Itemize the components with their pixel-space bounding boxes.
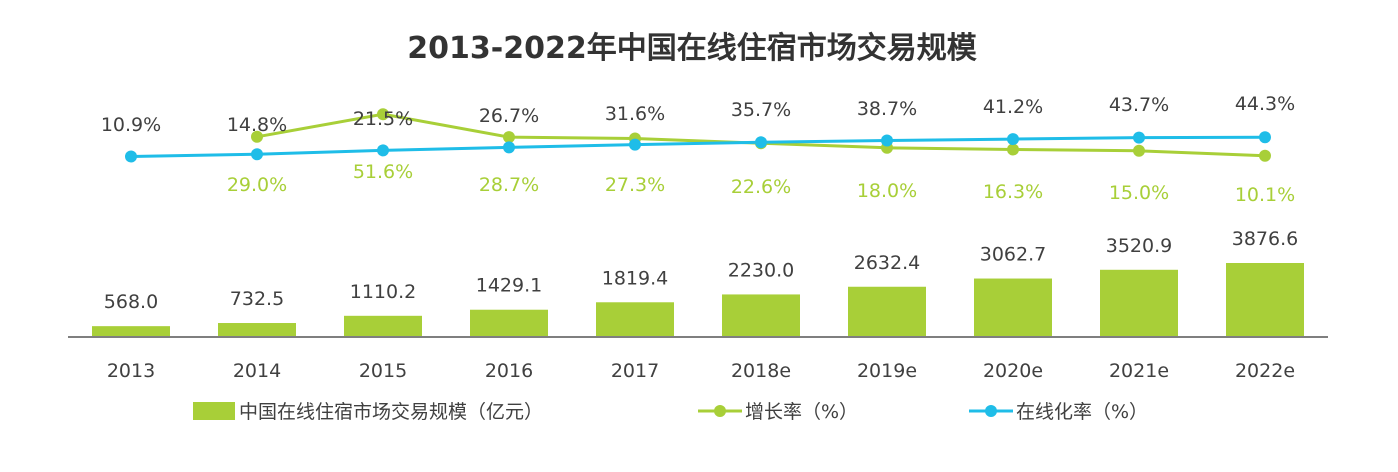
online-rate-point: [1133, 131, 1145, 144]
online-rate-label: 38.7%: [857, 98, 917, 120]
bar-value-label: 2632.4: [854, 252, 920, 274]
growth-rate-point: [1007, 143, 1019, 156]
online-rate-label: 21.5%: [353, 108, 413, 130]
bars-layer: [92, 263, 1304, 337]
bar-value-label: 732.5: [230, 288, 284, 310]
bar-value-label: 3062.7: [980, 244, 1046, 266]
x-tick-label: 2013: [107, 360, 155, 382]
online-rate-point: [251, 148, 263, 161]
online-rate-label: 31.6%: [605, 103, 665, 125]
legend-online-marker: [985, 405, 997, 417]
bar-2016: [470, 309, 548, 337]
x-tick-label: 2016: [485, 360, 533, 382]
legend-bar-swatch: [193, 402, 235, 420]
x-tick-label: 2015: [359, 360, 407, 382]
growth-rate-point: [503, 131, 515, 144]
legend-growth-label: 增长率（%）: [745, 401, 858, 423]
bar-2014: [218, 323, 296, 337]
online-rate-label: 43.7%: [1109, 94, 1169, 116]
online-rate-point: [377, 144, 389, 157]
growth-rate-label: 29.0%: [227, 174, 287, 196]
growth-rate-label: 16.3%: [983, 181, 1043, 203]
online-rate-label: 41.2%: [983, 96, 1043, 118]
x-tick-label: 2018e: [731, 360, 791, 382]
growth-rate-label: 18.0%: [857, 180, 917, 202]
bar-2022e: [1226, 263, 1304, 337]
online-rate-label: 14.8%: [227, 114, 287, 136]
x-tick-label: 2017: [611, 360, 659, 382]
bar-2020e: [974, 278, 1052, 337]
online-rate-label: 44.3%: [1235, 93, 1295, 115]
legend: 中国在线住宿市场交易规模（亿元） 增长率（%） 在线化率（%）: [193, 401, 1148, 423]
legend-growth-marker: [714, 405, 726, 417]
x-tick-label: 2022e: [1235, 360, 1295, 382]
growth-rate-point: [377, 108, 389, 121]
bar-2013: [92, 326, 170, 337]
online-rate-point: [1007, 133, 1019, 146]
growth-rate-label: 28.7%: [479, 174, 539, 196]
growth-rate-label: 10.1%: [1235, 184, 1295, 206]
bar-value-label: 1429.1: [476, 275, 542, 297]
growth-rate-point: [251, 130, 263, 143]
x-tick-label: 2020e: [983, 360, 1043, 382]
online-rate-line: [130, 135, 1266, 158]
legend-online-label: 在线化率（%）: [1016, 401, 1148, 423]
online-rate-point: [629, 138, 641, 151]
bar-value-label: 1819.4: [602, 267, 668, 289]
legend-bar-label: 中国在线住宿市场交易规模（亿元）: [239, 401, 543, 423]
growth-rate-label: 22.6%: [731, 176, 791, 198]
online-rate-point: [125, 150, 137, 163]
bar-value-label: 568.0: [104, 291, 158, 313]
online-rate-point: [503, 141, 515, 154]
bar-value-label: 3520.9: [1106, 235, 1172, 257]
x-axis-ticks: 2013 2014 2015 2016 2017 2018e 2019e 2020e 2021e…: [107, 360, 1295, 382]
x-tick-label: 2021e: [1109, 360, 1169, 382]
bar-2015: [344, 315, 422, 337]
x-tick-label: 2014: [233, 360, 281, 382]
online-rate-point: [755, 136, 767, 149]
online-rate-label: 35.7%: [731, 99, 791, 121]
bar-value-label: 1110.2: [350, 281, 416, 303]
bar-value-label: 2230.0: [728, 259, 794, 281]
growth-rate-point: [1259, 149, 1271, 162]
lines-layer: [125, 108, 1271, 163]
growth-rate-point: [1133, 144, 1145, 157]
online-rate-point: [881, 134, 893, 147]
bar-2018e: [722, 294, 800, 337]
online-rate-point: [1259, 131, 1271, 144]
labels-layer: 568.0 732.5 1110.2 1429.1 1819.4 2230.0 2632.4…: [101, 93, 1298, 313]
bar-2019e: [848, 286, 926, 337]
bar-2021e: [1100, 269, 1178, 337]
online-rate-label: 26.7%: [479, 105, 539, 127]
chart-title: 2013-2022年中国在线住宿市场交易规模: [407, 31, 976, 66]
growth-rate-label: 27.3%: [605, 174, 665, 196]
bar-value-label: 3876.6: [1232, 228, 1298, 250]
growth-rate-label: 15.0%: [1109, 182, 1169, 204]
online-rate-label: 10.9%: [101, 114, 161, 136]
growth-rate-label: 51.6%: [353, 161, 413, 183]
x-tick-label: 2019e: [857, 360, 917, 382]
bar-2017: [596, 302, 674, 337]
